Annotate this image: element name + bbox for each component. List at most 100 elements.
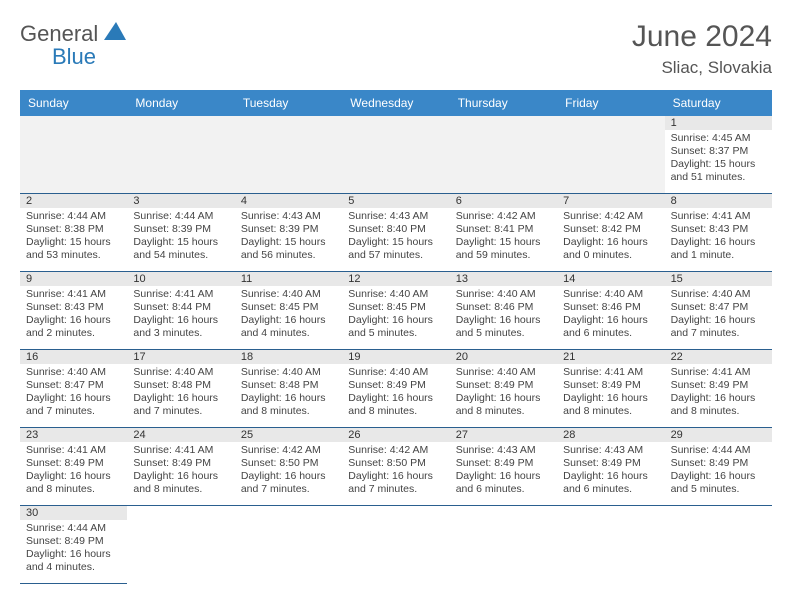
day-number: 21 bbox=[557, 350, 664, 364]
day-details: Sunrise: 4:42 AMSunset: 8:41 PMDaylight:… bbox=[450, 208, 557, 269]
location-label: Sliac, Slovakia bbox=[632, 58, 772, 78]
day-cell: 24Sunrise: 4:41 AMSunset: 8:49 PMDayligh… bbox=[127, 428, 234, 506]
weekday-header: SundayMondayTuesdayWednesdayThursdayFrid… bbox=[20, 90, 772, 116]
day-cell: 3Sunrise: 4:44 AMSunset: 8:39 PMDaylight… bbox=[127, 194, 234, 272]
day-details: Sunrise: 4:40 AMSunset: 8:45 PMDaylight:… bbox=[342, 286, 449, 347]
logo: General bbox=[20, 20, 130, 47]
day-cell: 11Sunrise: 4:40 AMSunset: 8:45 PMDayligh… bbox=[235, 272, 342, 350]
weekday-label: Monday bbox=[127, 94, 234, 112]
day-cell: 6Sunrise: 4:42 AMSunset: 8:41 PMDaylight… bbox=[450, 194, 557, 272]
day-details: Sunrise: 4:42 AMSunset: 8:42 PMDaylight:… bbox=[557, 208, 664, 269]
day-number: 13 bbox=[450, 272, 557, 286]
day-number: 4 bbox=[235, 194, 342, 208]
day-details: Sunrise: 4:44 AMSunset: 8:39 PMDaylight:… bbox=[127, 208, 234, 269]
day-details: Sunrise: 4:41 AMSunset: 8:43 PMDaylight:… bbox=[665, 208, 772, 269]
day-details: Sunrise: 4:40 AMSunset: 8:48 PMDaylight:… bbox=[235, 364, 342, 425]
day-cell: 9Sunrise: 4:41 AMSunset: 8:43 PMDaylight… bbox=[20, 272, 127, 350]
day-number: 27 bbox=[450, 428, 557, 442]
empty-cell bbox=[450, 116, 557, 194]
day-details: Sunrise: 4:42 AMSunset: 8:50 PMDaylight:… bbox=[235, 442, 342, 503]
day-number: 19 bbox=[342, 350, 449, 364]
day-details: Sunrise: 4:41 AMSunset: 8:49 PMDaylight:… bbox=[557, 364, 664, 425]
day-details: Sunrise: 4:43 AMSunset: 8:39 PMDaylight:… bbox=[235, 208, 342, 269]
day-number: 25 bbox=[235, 428, 342, 442]
empty-cell bbox=[557, 116, 664, 194]
day-number: 12 bbox=[342, 272, 449, 286]
day-details: Sunrise: 4:44 AMSunset: 8:49 PMDaylight:… bbox=[665, 442, 772, 503]
day-details: Sunrise: 4:40 AMSunset: 8:46 PMDaylight:… bbox=[450, 286, 557, 347]
day-number: 5 bbox=[342, 194, 449, 208]
day-details: Sunrise: 4:45 AMSunset: 8:37 PMDaylight:… bbox=[665, 130, 772, 191]
day-details: Sunrise: 4:43 AMSunset: 8:40 PMDaylight:… bbox=[342, 208, 449, 269]
weekday-label: Friday bbox=[557, 94, 664, 112]
day-number: 3 bbox=[127, 194, 234, 208]
day-cell: 17Sunrise: 4:40 AMSunset: 8:48 PMDayligh… bbox=[127, 350, 234, 428]
calendar: SundayMondayTuesdayWednesdayThursdayFrid… bbox=[20, 90, 772, 584]
logo-text-blue-wrap: Blue bbox=[52, 44, 96, 70]
day-number: 9 bbox=[20, 272, 127, 286]
day-cell: 30Sunrise: 4:44 AMSunset: 8:49 PMDayligh… bbox=[20, 506, 127, 584]
day-cell: 13Sunrise: 4:40 AMSunset: 8:46 PMDayligh… bbox=[450, 272, 557, 350]
day-details: Sunrise: 4:40 AMSunset: 8:48 PMDaylight:… bbox=[127, 364, 234, 425]
day-details: Sunrise: 4:40 AMSunset: 8:47 PMDaylight:… bbox=[20, 364, 127, 425]
day-details: Sunrise: 4:40 AMSunset: 8:49 PMDaylight:… bbox=[342, 364, 449, 425]
day-details: Sunrise: 4:41 AMSunset: 8:44 PMDaylight:… bbox=[127, 286, 234, 347]
empty-cell bbox=[342, 116, 449, 194]
empty-cell bbox=[20, 116, 127, 194]
header: General June 2024 Sliac, Slovakia bbox=[20, 20, 772, 78]
day-number: 23 bbox=[20, 428, 127, 442]
day-details: Sunrise: 4:42 AMSunset: 8:50 PMDaylight:… bbox=[342, 442, 449, 503]
day-cell: 4Sunrise: 4:43 AMSunset: 8:39 PMDaylight… bbox=[235, 194, 342, 272]
day-number: 20 bbox=[450, 350, 557, 364]
day-cell: 16Sunrise: 4:40 AMSunset: 8:47 PMDayligh… bbox=[20, 350, 127, 428]
day-number: 29 bbox=[665, 428, 772, 442]
day-cell: 10Sunrise: 4:41 AMSunset: 8:44 PMDayligh… bbox=[127, 272, 234, 350]
day-number: 8 bbox=[665, 194, 772, 208]
logo-text-general: General bbox=[20, 21, 98, 47]
day-number: 1 bbox=[665, 116, 772, 130]
day-cell: 8Sunrise: 4:41 AMSunset: 8:43 PMDaylight… bbox=[665, 194, 772, 272]
day-cell: 7Sunrise: 4:42 AMSunset: 8:42 PMDaylight… bbox=[557, 194, 664, 272]
day-details: Sunrise: 4:44 AMSunset: 8:38 PMDaylight:… bbox=[20, 208, 127, 269]
logo-sail-icon bbox=[102, 20, 128, 47]
day-details: Sunrise: 4:41 AMSunset: 8:43 PMDaylight:… bbox=[20, 286, 127, 347]
calendar-grid: 1Sunrise: 4:45 AMSunset: 8:37 PMDaylight… bbox=[20, 116, 772, 584]
empty-cell bbox=[127, 116, 234, 194]
day-number: 2 bbox=[20, 194, 127, 208]
day-number: 30 bbox=[20, 506, 127, 520]
day-cell: 20Sunrise: 4:40 AMSunset: 8:49 PMDayligh… bbox=[450, 350, 557, 428]
day-cell: 25Sunrise: 4:42 AMSunset: 8:50 PMDayligh… bbox=[235, 428, 342, 506]
month-title: June 2024 bbox=[632, 20, 772, 54]
day-details: Sunrise: 4:41 AMSunset: 8:49 PMDaylight:… bbox=[20, 442, 127, 503]
day-details: Sunrise: 4:43 AMSunset: 8:49 PMDaylight:… bbox=[450, 442, 557, 503]
weekday-label: Saturday bbox=[665, 94, 772, 112]
weekday-label: Sunday bbox=[20, 94, 127, 112]
day-cell: 15Sunrise: 4:40 AMSunset: 8:47 PMDayligh… bbox=[665, 272, 772, 350]
day-cell: 2Sunrise: 4:44 AMSunset: 8:38 PMDaylight… bbox=[20, 194, 127, 272]
day-number: 22 bbox=[665, 350, 772, 364]
day-cell: 1Sunrise: 4:45 AMSunset: 8:37 PMDaylight… bbox=[665, 116, 772, 194]
day-cell: 22Sunrise: 4:41 AMSunset: 8:49 PMDayligh… bbox=[665, 350, 772, 428]
day-number: 7 bbox=[557, 194, 664, 208]
day-number: 28 bbox=[557, 428, 664, 442]
day-cell: 19Sunrise: 4:40 AMSunset: 8:49 PMDayligh… bbox=[342, 350, 449, 428]
day-number: 14 bbox=[557, 272, 664, 286]
day-number: 26 bbox=[342, 428, 449, 442]
day-details: Sunrise: 4:44 AMSunset: 8:49 PMDaylight:… bbox=[20, 520, 127, 581]
weekday-label: Tuesday bbox=[235, 94, 342, 112]
day-number: 11 bbox=[235, 272, 342, 286]
day-details: Sunrise: 4:40 AMSunset: 8:49 PMDaylight:… bbox=[450, 364, 557, 425]
day-cell: 23Sunrise: 4:41 AMSunset: 8:49 PMDayligh… bbox=[20, 428, 127, 506]
day-details: Sunrise: 4:41 AMSunset: 8:49 PMDaylight:… bbox=[665, 364, 772, 425]
day-number: 17 bbox=[127, 350, 234, 364]
day-details: Sunrise: 4:40 AMSunset: 8:46 PMDaylight:… bbox=[557, 286, 664, 347]
day-cell: 29Sunrise: 4:44 AMSunset: 8:49 PMDayligh… bbox=[665, 428, 772, 506]
title-block: June 2024 Sliac, Slovakia bbox=[632, 20, 772, 78]
day-cell: 18Sunrise: 4:40 AMSunset: 8:48 PMDayligh… bbox=[235, 350, 342, 428]
day-cell: 5Sunrise: 4:43 AMSunset: 8:40 PMDaylight… bbox=[342, 194, 449, 272]
day-number: 15 bbox=[665, 272, 772, 286]
logo-text-blue: Blue bbox=[52, 44, 96, 69]
empty-cell bbox=[235, 116, 342, 194]
day-details: Sunrise: 4:40 AMSunset: 8:47 PMDaylight:… bbox=[665, 286, 772, 347]
day-details: Sunrise: 4:41 AMSunset: 8:49 PMDaylight:… bbox=[127, 442, 234, 503]
